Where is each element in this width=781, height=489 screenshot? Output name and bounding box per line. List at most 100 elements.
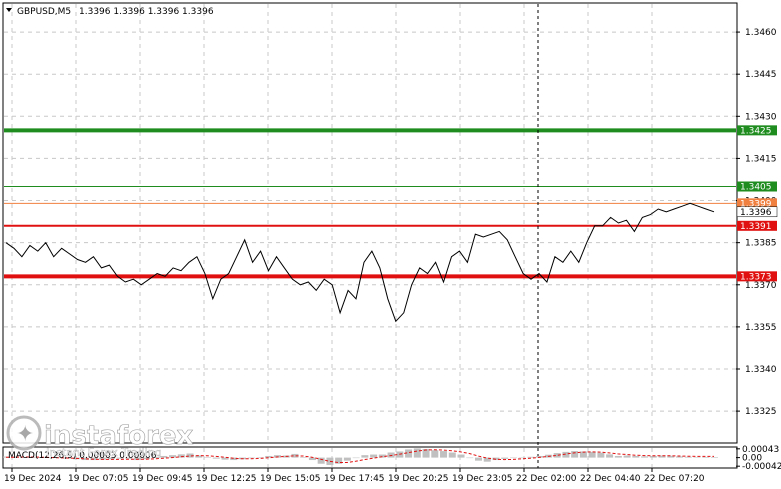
macd-bar	[300, 456, 308, 458]
macd-bar	[614, 455, 622, 458]
price-tick-label: 1.3355	[745, 323, 777, 333]
macd-bar	[405, 449, 413, 458]
macd-bar	[160, 455, 168, 458]
time-tick-label: 19 Dec 15:05	[260, 474, 321, 484]
macd-bar	[335, 457, 343, 464]
macd-bar	[413, 448, 421, 458]
macd-bar	[125, 457, 133, 459]
macd-bar	[431, 450, 439, 458]
watermark-brand: instaforex	[44, 421, 194, 451]
macd-bar	[116, 457, 124, 459]
price-tick-label: 1.3340	[745, 365, 777, 375]
macd-bar	[265, 455, 273, 458]
macd-bar	[684, 456, 692, 458]
macd-bar	[579, 451, 587, 458]
price-panel[interactable]	[2, 2, 738, 444]
macd-bar	[230, 457, 238, 461]
level-price-tag	[737, 125, 777, 136]
macd-bar	[649, 455, 657, 458]
macd-bar	[606, 454, 614, 458]
macd-bar	[378, 454, 386, 458]
macd-bar	[553, 453, 561, 458]
macd-bar	[169, 455, 177, 458]
macd-bar	[291, 453, 299, 458]
price-grid	[4, 4, 736, 442]
macd-bar	[204, 457, 212, 458]
time-axis: 19 Dec 2024 19 Dec 07:05 19 Dec 09:45 19 De…	[4, 468, 705, 484]
macd-bar	[658, 455, 666, 458]
level-price-label: 1.3391	[740, 222, 772, 232]
macd-bar	[536, 455, 544, 458]
macd-bar	[212, 457, 220, 459]
time-tick-label: 19 Dec 23:05	[452, 474, 513, 484]
macd-bar	[509, 457, 517, 459]
macd-bar	[457, 454, 465, 458]
level-price-label: 1.3405	[740, 183, 772, 193]
macd-bar	[571, 451, 579, 458]
macd-bar	[483, 457, 491, 462]
time-tick-label: 19 Dec 2024	[4, 474, 62, 484]
symbol-label: GBPUSD,M5	[17, 7, 71, 17]
level-price-tag	[737, 271, 777, 282]
macd-bar	[588, 451, 596, 458]
macd-bar	[151, 457, 159, 458]
macd-bar	[361, 455, 369, 458]
macd-bar	[273, 455, 281, 458]
price-tick-label: 1.3415	[745, 154, 777, 164]
dropdown-triangle-icon[interactable]	[6, 8, 12, 12]
macd-bar	[422, 449, 430, 458]
macd-signal-line	[6, 449, 714, 463]
macd-bar	[501, 457, 509, 459]
price-tick-label: 1.3370	[745, 281, 777, 291]
time-tick-label: 22 Dec 07:20	[644, 474, 705, 484]
macd-bar	[370, 454, 378, 458]
price-tick-label: 1.3430	[745, 112, 777, 122]
macd-bar	[518, 457, 526, 459]
time-tick-label: 19 Dec 12:25	[196, 474, 257, 484]
macd-bar	[440, 451, 448, 458]
macd-bar	[247, 457, 255, 459]
macd-bar	[623, 455, 631, 458]
time-tick-label: 19 Dec 07:05	[68, 474, 129, 484]
price-tick-label: 1.3325	[745, 407, 777, 417]
macd-bar	[317, 457, 325, 464]
macd-bar	[693, 457, 701, 458]
macd-bar	[667, 455, 675, 458]
macd-bar	[597, 452, 605, 458]
time-tick-label: 22 Dec 04:40	[580, 474, 641, 484]
instaforex-logo: ✦	[6, 415, 42, 451]
level-price-tag	[737, 181, 777, 192]
chart-header: GBPUSD,M5 1.3396 1.3396 1.3396 1.3396	[6, 7, 214, 17]
logo-mark: ✦	[16, 422, 34, 447]
macd-bar	[308, 457, 316, 461]
macd-bar	[99, 457, 107, 460]
macd-bar	[186, 453, 194, 458]
macd-tick-label: 0.00	[742, 454, 762, 464]
watermark-tagline: Instant Forex Trading	[46, 446, 162, 459]
time-tick-label: 19 Dec 09:45	[132, 474, 193, 484]
macd-bar	[256, 457, 264, 458]
time-tick-label: 19 Dec 17:45	[324, 474, 385, 484]
macd-tick-label: -0.00042	[742, 462, 781, 472]
macd-bar	[343, 457, 351, 461]
macd-bar	[352, 457, 360, 459]
macd-bar	[326, 457, 334, 465]
macd-bar	[448, 452, 456, 458]
time-tick-label: 22 Dec 02:00	[516, 474, 577, 484]
price-tick-label: 1.3460	[745, 28, 777, 38]
level-price-label: 1.3396	[740, 208, 772, 218]
macd-bar	[702, 456, 710, 458]
macd-bar	[562, 451, 570, 458]
macd-bar	[221, 457, 229, 460]
time-tick-label: 19 Dec 20:25	[388, 474, 449, 484]
price-series-line	[5, 202, 715, 323]
macd-bar	[641, 456, 649, 458]
level-price-tag	[737, 198, 777, 209]
macd-bar	[195, 455, 203, 458]
level-price-label: 1.3373	[740, 272, 772, 282]
macd-bar	[711, 456, 718, 458]
macd-title: MACD(12,26,9) 0.00003 0.00006	[8, 451, 157, 461]
macd-bar	[527, 456, 535, 458]
